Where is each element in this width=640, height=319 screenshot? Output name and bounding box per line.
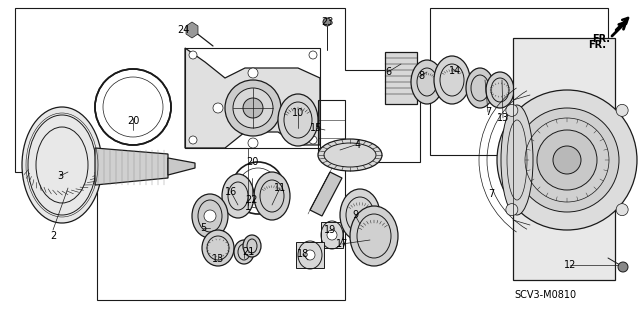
Text: 13: 13 (212, 254, 224, 264)
Text: 9: 9 (352, 210, 358, 220)
Ellipse shape (278, 94, 318, 146)
Circle shape (553, 146, 581, 174)
Ellipse shape (22, 107, 102, 223)
Text: 6: 6 (385, 67, 391, 77)
Ellipse shape (192, 194, 228, 238)
Circle shape (537, 130, 597, 190)
Ellipse shape (434, 56, 470, 104)
Text: 7: 7 (485, 107, 491, 117)
Ellipse shape (350, 206, 398, 266)
Polygon shape (185, 48, 320, 148)
Polygon shape (513, 38, 615, 280)
Ellipse shape (225, 80, 281, 136)
Circle shape (189, 136, 197, 144)
Ellipse shape (234, 240, 254, 264)
Text: 23: 23 (321, 17, 333, 27)
Circle shape (305, 250, 315, 260)
Text: 11: 11 (274, 183, 286, 193)
Ellipse shape (186, 26, 198, 34)
Text: SCV3-M0810: SCV3-M0810 (514, 290, 576, 300)
Circle shape (248, 138, 258, 148)
Circle shape (327, 230, 337, 240)
Circle shape (323, 18, 331, 26)
Text: 7: 7 (488, 189, 494, 199)
Ellipse shape (340, 189, 380, 241)
Polygon shape (186, 22, 198, 38)
Text: 14: 14 (449, 66, 461, 76)
Polygon shape (310, 172, 342, 216)
Text: FR.: FR. (592, 34, 610, 44)
Ellipse shape (411, 60, 443, 104)
Text: 8: 8 (418, 71, 424, 81)
Ellipse shape (222, 174, 254, 218)
Text: 10: 10 (292, 108, 304, 118)
Text: FR.: FR. (588, 40, 606, 50)
Text: 24: 24 (177, 25, 189, 35)
Ellipse shape (486, 72, 514, 108)
Circle shape (248, 68, 258, 78)
Text: 12: 12 (564, 260, 576, 270)
Bar (185, 48, 320, 148)
Circle shape (213, 103, 223, 113)
Text: 22: 22 (246, 195, 259, 205)
Text: 19: 19 (324, 225, 336, 235)
Text: 16: 16 (225, 187, 237, 197)
Circle shape (309, 51, 317, 59)
Circle shape (515, 108, 619, 212)
Circle shape (204, 210, 216, 222)
Circle shape (189, 51, 197, 59)
Polygon shape (95, 148, 168, 185)
Text: 3: 3 (57, 171, 63, 181)
Text: 1: 1 (245, 202, 251, 212)
Circle shape (616, 104, 628, 116)
Text: 4: 4 (355, 140, 361, 150)
Text: 20: 20 (127, 116, 139, 126)
Circle shape (283, 103, 293, 113)
Text: 13: 13 (497, 113, 509, 123)
Text: 5: 5 (200, 223, 206, 233)
Circle shape (618, 262, 628, 272)
Text: 17: 17 (336, 239, 348, 249)
Text: 18: 18 (297, 249, 309, 259)
Ellipse shape (466, 68, 494, 108)
Circle shape (506, 204, 518, 216)
Text: 21: 21 (242, 247, 254, 257)
Ellipse shape (318, 139, 382, 171)
Text: 2: 2 (50, 231, 56, 241)
Ellipse shape (202, 230, 234, 266)
Text: 20: 20 (246, 157, 258, 167)
Ellipse shape (243, 235, 261, 257)
Ellipse shape (501, 105, 533, 215)
Polygon shape (321, 222, 343, 248)
Polygon shape (168, 158, 195, 175)
Ellipse shape (243, 98, 263, 118)
Circle shape (497, 90, 637, 230)
Bar (385, 52, 417, 104)
Circle shape (616, 204, 628, 216)
Ellipse shape (233, 88, 273, 128)
Circle shape (506, 104, 518, 116)
Ellipse shape (254, 172, 290, 220)
Circle shape (309, 136, 317, 144)
Text: 15: 15 (310, 123, 322, 133)
Polygon shape (296, 242, 324, 268)
